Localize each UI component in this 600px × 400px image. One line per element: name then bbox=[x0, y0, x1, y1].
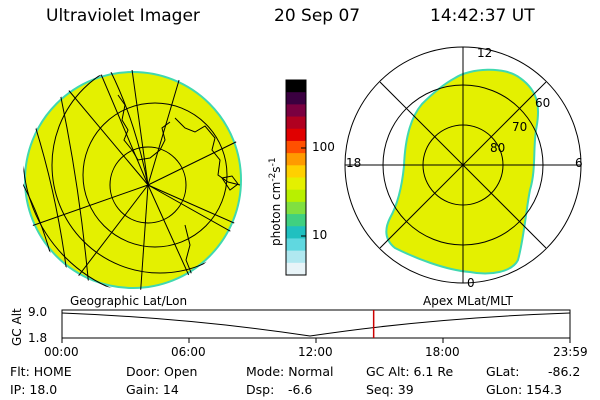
colorbar-segment bbox=[286, 226, 306, 239]
gc-alt-tick-low: 1.8 bbox=[28, 331, 48, 345]
time-tick-0600: 06:00 bbox=[171, 345, 206, 359]
mode-status: Mode: Normal bbox=[246, 364, 334, 379]
apex-polar-plot bbox=[344, 46, 582, 284]
time-tick-2359: 23:59 bbox=[553, 345, 588, 359]
time-label: 14:42:37 UT bbox=[430, 6, 535, 26]
colorbar-segment bbox=[286, 250, 306, 264]
colorbar-segment bbox=[286, 262, 306, 276]
colorbar bbox=[285, 79, 307, 276]
instrument-title: Ultraviolet Imager bbox=[46, 6, 200, 26]
geographic-label: Geographic Lat/Lon bbox=[70, 294, 188, 308]
polar-grid bbox=[344, 46, 582, 284]
colorbar-tick-100: 100 bbox=[312, 140, 335, 154]
colorbar-segment bbox=[286, 153, 306, 166]
colorbar-segment bbox=[286, 116, 306, 130]
dsp-label: Dsp: bbox=[246, 382, 275, 397]
gc-alt-status: GC Alt: 6.1 Re bbox=[366, 364, 454, 379]
colorbar-segment bbox=[286, 177, 306, 191]
colorbar-segment bbox=[286, 104, 306, 118]
time-tick-1800: 18:00 bbox=[425, 345, 460, 359]
time-tick-1200: 12:00 bbox=[298, 345, 333, 359]
time-tick-0000: 00:00 bbox=[44, 345, 79, 359]
mlat-label-80: 80 bbox=[490, 141, 506, 155]
geographic-image bbox=[23, 70, 243, 290]
timeline-ticks bbox=[61, 338, 571, 343]
colorbar-segment bbox=[286, 214, 306, 227]
mlat-label-70: 70 bbox=[512, 120, 528, 134]
colorbar-segment bbox=[286, 140, 306, 154]
altitude-curve bbox=[62, 312, 570, 337]
colorbar-segment bbox=[286, 80, 306, 93]
timeline bbox=[61, 309, 571, 343]
seq-status: Seq: 39 bbox=[366, 382, 414, 397]
geographic-emission-disk bbox=[24, 71, 242, 289]
dsp-value: -6.6 bbox=[288, 382, 313, 397]
glat-label: GLat: bbox=[486, 364, 520, 379]
auroral-oval bbox=[385, 68, 539, 275]
colorbar-segment bbox=[286, 128, 306, 142]
colorbar-segment bbox=[286, 165, 306, 178]
colorbar-tick-10: 10 bbox=[312, 228, 328, 242]
mlt-label-0: 0 bbox=[467, 276, 475, 290]
colorbar-frame bbox=[285, 79, 307, 276]
colorbar-segment bbox=[286, 201, 306, 215]
glon-status: GLon: 154.3 bbox=[486, 382, 562, 397]
gc-alt-axis-label: GC Alt bbox=[10, 308, 24, 346]
glat-value: -86.2 bbox=[548, 364, 581, 379]
door-status: Door: Open bbox=[126, 364, 198, 379]
apex-label: Apex MLat/MLT bbox=[423, 294, 513, 308]
ip-status: IP: 18.0 bbox=[10, 382, 58, 397]
flight-status: Flt: HOME bbox=[10, 364, 72, 379]
colorbar-segment bbox=[286, 238, 306, 252]
mlt-label-12: 12 bbox=[477, 46, 493, 60]
colorbar-unit-label: photon cm-2s-1 bbox=[268, 157, 283, 246]
timeline-frame bbox=[61, 309, 571, 339]
gain-status: Gain: 14 bbox=[126, 382, 179, 397]
colorbar-segment bbox=[286, 189, 306, 203]
gc-alt-tick-high: 9.0 bbox=[28, 305, 48, 319]
mlt-label-18: 18 bbox=[346, 156, 362, 170]
colorbar-segment bbox=[286, 92, 306, 105]
mlat-label-60: 60 bbox=[535, 96, 551, 110]
date-label: 20 Sep 07 bbox=[274, 6, 361, 26]
mlt-label-6: 6 bbox=[575, 156, 583, 170]
